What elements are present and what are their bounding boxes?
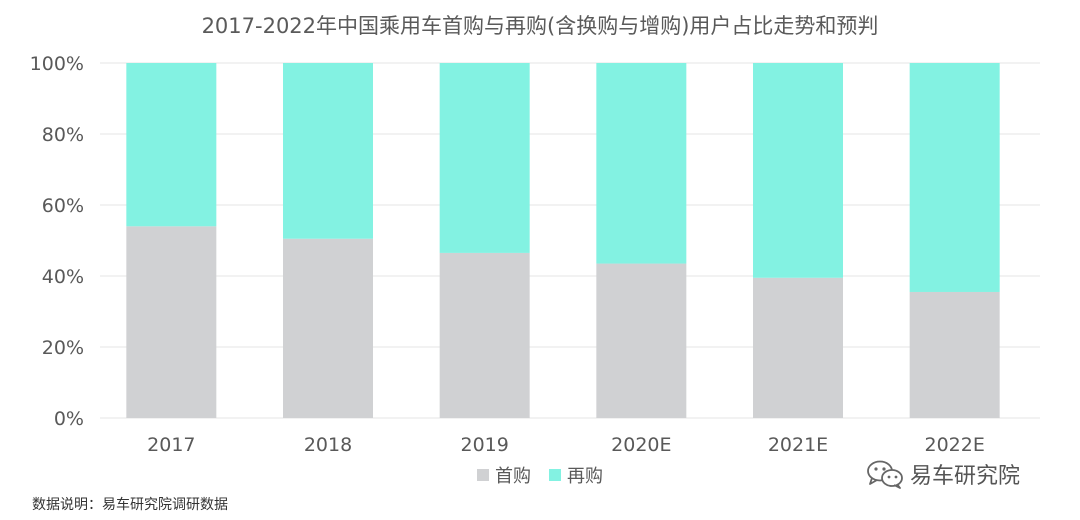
bar-segment-first-purchase <box>596 263 687 418</box>
bar-segment-repurchase <box>596 63 687 264</box>
brand-watermark: 易车研究院 <box>866 458 1020 490</box>
legend-item-first-purchase: 首购 <box>477 462 531 488</box>
legend-label-repurchase: 再购 <box>567 466 603 487</box>
bar-segment-first-purchase <box>283 238 373 418</box>
x-tick-label: 2017 <box>147 434 195 456</box>
bar-segment-repurchase <box>126 63 217 227</box>
gridlines <box>100 62 1040 419</box>
data-source-note: 数据说明：易车研究院调研数据 <box>32 497 228 513</box>
legend: 首购 再购 <box>0 462 1080 488</box>
bar-segment-repurchase <box>753 63 843 278</box>
legend-item-repurchase: 再购 <box>549 462 603 488</box>
y-tick-label: 20% <box>42 337 84 359</box>
x-axis-ticks: 2017 2018 2019 2020E 2021E 2022E <box>147 434 985 456</box>
bars <box>126 63 1000 418</box>
bar-segment-repurchase <box>909 63 1000 292</box>
chart-title: 2017-2022年中国乘用车首购与再购(含换购与增购)用户占比走势和预判 <box>201 14 879 38</box>
y-tick-label: 80% <box>42 124 84 146</box>
y-tick-label: 40% <box>42 266 84 288</box>
wechat-icon <box>867 460 903 489</box>
bar-segment-repurchase <box>439 63 530 253</box>
bar-segment-first-purchase <box>126 226 217 418</box>
y-tick-label: 0% <box>54 408 84 430</box>
legend-swatch-first-purchase <box>477 469 489 481</box>
y-tick-label: 60% <box>42 195 84 217</box>
legend-swatch-repurchase <box>549 469 561 481</box>
x-tick-label: 2020E <box>611 434 671 456</box>
bar-segment-first-purchase <box>909 291 1000 418</box>
brand-name: 易车研究院 <box>910 464 1021 489</box>
x-tick-label: 2018 <box>304 434 352 456</box>
legend-label-first-purchase: 首购 <box>495 466 531 487</box>
x-tick-label: 2019 <box>460 434 508 456</box>
y-axis-ticks: 0% 20% 40% 60% 80% 100% <box>30 53 84 430</box>
x-tick-label: 2021E <box>768 434 828 456</box>
bar-segment-first-purchase <box>753 277 843 418</box>
y-tick-label: 100% <box>30 53 84 75</box>
bar-segment-repurchase <box>283 63 373 239</box>
bar-segment-first-purchase <box>439 252 530 418</box>
x-tick-label: 2022E <box>924 434 984 456</box>
